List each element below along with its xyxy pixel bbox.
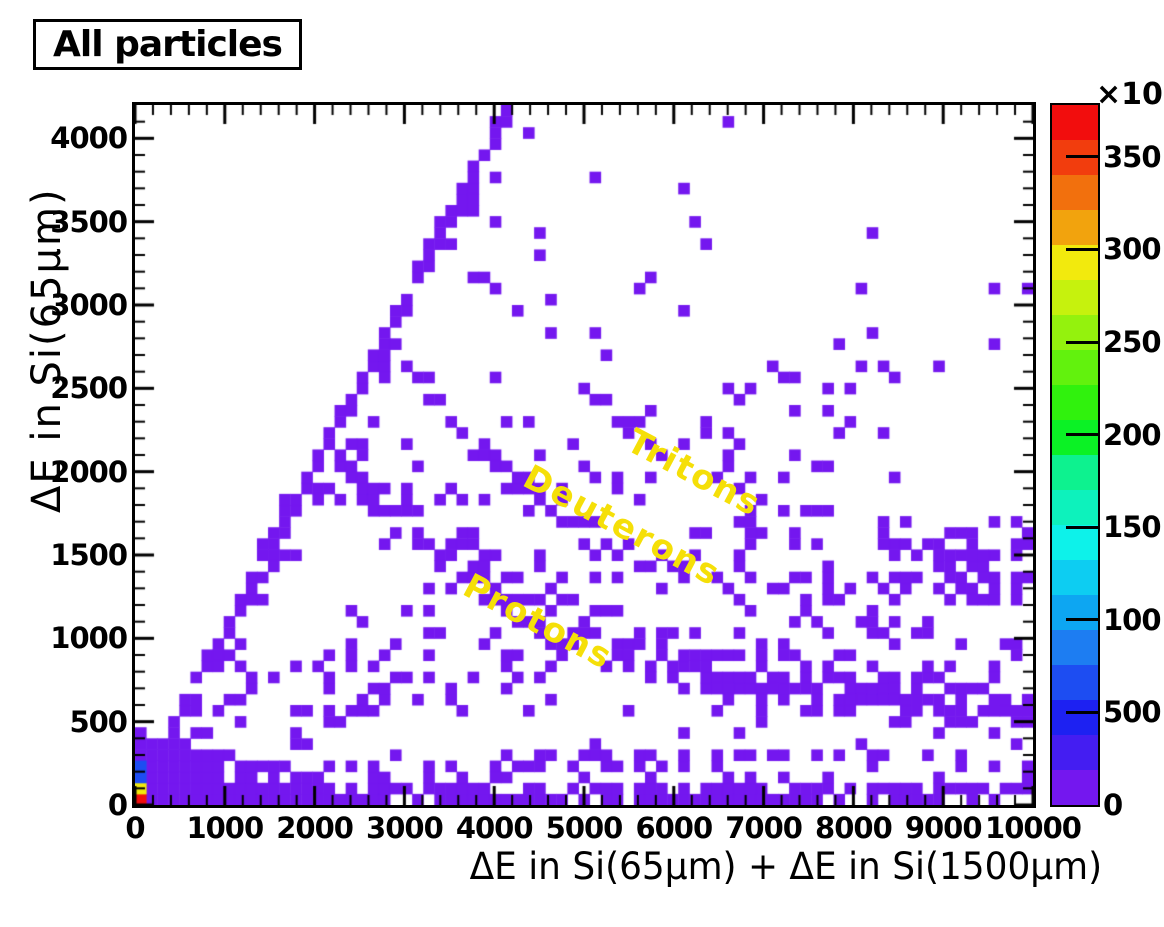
x-tick-label: 3000: [366, 811, 444, 845]
plot-frame: [132, 102, 1036, 808]
x-tick-label: 1000: [186, 811, 264, 845]
z-axis-tick: [1066, 247, 1098, 251]
z-tick-label: 100: [1103, 602, 1162, 637]
z-tick-label: 250: [1103, 325, 1162, 360]
y-tick-label: 2000: [50, 454, 128, 489]
z-axis-tick: [1066, 525, 1098, 529]
z-tick-label: 300: [1103, 232, 1162, 267]
z-axis-tick: [1066, 340, 1098, 344]
z-tick-label: 500: [1103, 695, 1162, 730]
y-tick-label: 1500: [50, 538, 128, 572]
y-tick-label: 2500: [50, 371, 128, 406]
y-tick-label: 3500: [50, 204, 128, 239]
z-axis-tick: [1066, 618, 1098, 622]
z-color-scale: [1050, 103, 1100, 807]
histogram-title: All particles: [53, 24, 283, 65]
x-tick-label: 0: [125, 811, 145, 845]
histogram-title-box: All particles: [33, 19, 302, 70]
z-axis-tick: [1066, 710, 1098, 714]
x-tick-label: 8000: [815, 811, 893, 845]
x-tick-label: 10000: [985, 811, 1082, 845]
y-tick-label: 3000: [50, 288, 128, 322]
z-tick-label: 350: [1103, 139, 1162, 174]
y-tick-label: 1000: [50, 621, 128, 656]
x-tick-label: 6000: [635, 811, 713, 845]
z-axis-exponent-power: 2: [1163, 74, 1164, 98]
y-tick-label: 500: [69, 704, 128, 739]
x-tick-label: 9000: [904, 811, 983, 845]
histogram-canvas[interactable]: [135, 105, 1033, 805]
x-tick-label: 5000: [545, 811, 624, 845]
z-tick-label: 0: [1103, 788, 1123, 822]
x-tick-label: 4000: [455, 811, 534, 845]
x-axis-title: ΔE in Si(65μm) + ΔE in Si(1500μm): [469, 845, 1102, 888]
y-tick-label: 0: [107, 788, 128, 822]
z-tick-label: 150: [1103, 510, 1162, 545]
z-axis-tick: [1066, 433, 1098, 437]
z-tick-label: 200: [1103, 417, 1162, 452]
x-tick-label: 2000: [276, 811, 354, 845]
z-axis-tick: [1066, 155, 1098, 159]
x-tick-label: 7000: [725, 811, 803, 845]
y-tick-label: 4000: [50, 121, 128, 156]
z-axis-exponent: ×102: [1096, 74, 1164, 112]
